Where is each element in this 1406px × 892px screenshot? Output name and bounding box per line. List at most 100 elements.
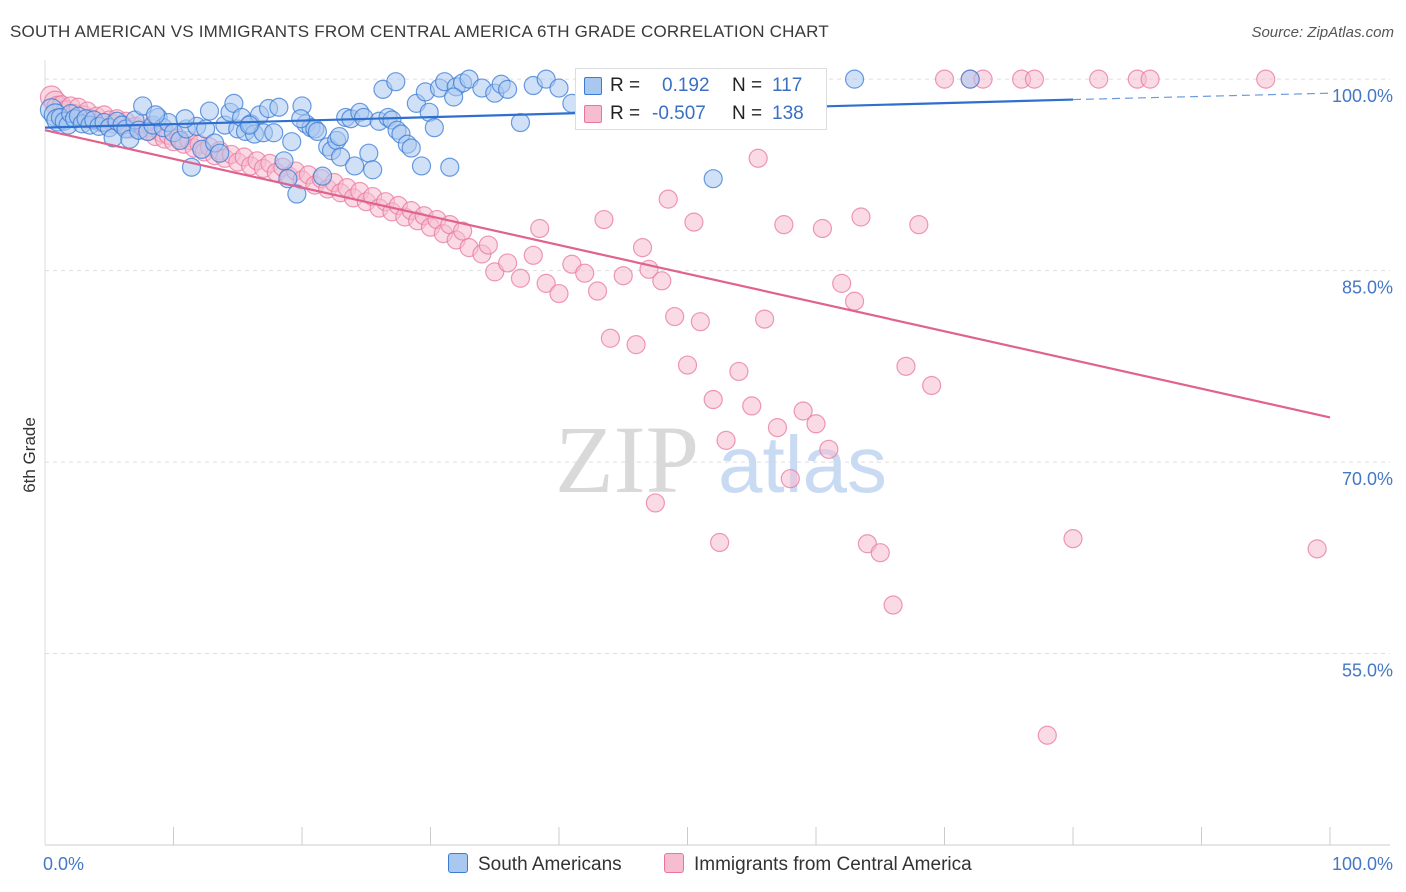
bottom-legend-swatch-pink	[664, 853, 684, 873]
point-immigrants	[549, 283, 569, 304]
point-south-americans	[291, 109, 311, 129]
point-immigrants	[594, 209, 614, 230]
point-south-americans	[960, 69, 980, 89]
trend-lines	[44, 92, 1331, 419]
point-immigrants	[1024, 69, 1045, 89]
series-south-americans	[39, 69, 980, 204]
bottom-legend-immigrants: Immigrants from Central America	[664, 853, 972, 876]
point-immigrants	[652, 271, 672, 291]
legend-r-label: R =	[610, 103, 641, 124]
point-immigrants	[498, 253, 518, 273]
point-immigrants	[600, 328, 621, 348]
point-immigrants	[806, 414, 826, 434]
point-immigrants	[774, 215, 794, 235]
axis-labels: 100.0% 85.0% 70.0% 55.0% 0.0% 100.0% 6th Grade	[20, 86, 1393, 874]
point-immigrants	[530, 218, 550, 239]
point-immigrants	[767, 418, 788, 438]
trend-line-south-americans-extension	[1072, 92, 1331, 101]
legend-row-immigrants: R = -0.507 N = 138	[576, 100, 826, 128]
point-immigrants	[844, 291, 865, 311]
y-tick-label: 70.0%	[1342, 469, 1393, 489]
y-tick-label: 100.0%	[1332, 86, 1393, 106]
point-south-americans	[210, 143, 230, 163]
point-south-americans	[498, 79, 518, 99]
legend-r-label: R =	[610, 75, 641, 96]
point-immigrants	[575, 263, 595, 283]
point-south-americans	[510, 112, 531, 133]
point-south-americans	[287, 184, 307, 204]
point-south-americans	[330, 147, 351, 167]
point-immigrants	[703, 389, 723, 410]
point-immigrants	[812, 218, 833, 239]
point-south-americans	[345, 156, 365, 176]
point-immigrants	[1307, 539, 1327, 559]
trend-line-south-americans	[44, 98, 1074, 129]
point-immigrants	[1140, 69, 1160, 89]
trend-line-immigrants	[44, 129, 1331, 419]
point-immigrants	[716, 430, 736, 450]
point-south-americans	[363, 160, 383, 180]
point-immigrants	[632, 238, 653, 258]
point-south-americans	[703, 169, 723, 189]
point-south-americans	[386, 72, 406, 92]
legend-r-value: -0.507	[652, 103, 706, 124]
x-tick-label: 0.0%	[43, 854, 84, 874]
y-tick-label: 85.0%	[1342, 278, 1393, 298]
point-south-americans	[444, 87, 464, 107]
point-immigrants	[934, 69, 955, 89]
point-immigrants	[780, 469, 800, 489]
bottom-legend-swatch-blue	[448, 853, 468, 873]
point-immigrants	[587, 281, 608, 301]
point-immigrants	[665, 306, 685, 327]
watermark: ZIP atlas	[555, 406, 887, 513]
point-south-americans	[440, 157, 460, 177]
point-south-americans	[844, 69, 865, 89]
point-south-americans	[199, 101, 220, 121]
point-immigrants	[832, 273, 852, 293]
point-immigrants	[754, 309, 775, 329]
point-immigrants	[909, 215, 929, 235]
point-immigrants	[883, 595, 903, 615]
point-south-americans	[312, 166, 333, 186]
point-immigrants	[793, 401, 813, 421]
point-south-americans	[239, 115, 259, 135]
point-immigrants	[453, 221, 473, 241]
legend-swatch-blue	[584, 77, 602, 95]
point-immigrants	[478, 235, 498, 255]
point-south-americans	[274, 151, 294, 171]
point-immigrants	[1256, 69, 1276, 89]
legend-n-label: N =	[732, 75, 763, 96]
watermark-atlas: atlas	[718, 420, 887, 509]
bottom-legend-label: South Americans	[478, 854, 622, 875]
point-immigrants	[819, 439, 839, 459]
chart-title: SOUTH AMERICAN VS IMMIGRANTS FROM CENTRA…	[10, 22, 829, 41]
point-south-americans	[329, 126, 349, 147]
point-south-americans	[411, 156, 432, 176]
point-immigrants	[523, 245, 543, 265]
point-immigrants	[510, 268, 531, 288]
point-immigrants	[729, 361, 749, 382]
point-immigrants	[1089, 69, 1109, 89]
point-immigrants	[870, 543, 890, 563]
legend-n-value: 117	[772, 75, 803, 96]
watermark-zip: ZIP	[555, 406, 699, 513]
legend-r-value: 0.192	[662, 75, 710, 96]
point-immigrants	[1063, 529, 1083, 549]
point-south-americans	[401, 138, 421, 158]
point-immigrants	[536, 273, 556, 293]
point-south-americans	[145, 105, 166, 125]
point-immigrants	[645, 493, 665, 513]
x-tick-label: 100.0%	[1332, 854, 1393, 874]
point-immigrants	[677, 355, 698, 375]
point-immigrants	[1037, 725, 1057, 745]
point-south-americans	[307, 121, 328, 142]
bottom-legend-label: Immigrants from Central America	[694, 854, 972, 875]
point-south-americans	[359, 143, 379, 163]
legend-swatch-pink	[584, 105, 602, 123]
point-immigrants	[684, 212, 704, 232]
chart-source: Source: ZipAtlas.com	[1251, 24, 1394, 41]
point-south-americans	[264, 123, 284, 143]
point-south-americans	[424, 118, 444, 138]
legend-row-south-americans: R = 0.192 N = 117	[576, 72, 826, 100]
